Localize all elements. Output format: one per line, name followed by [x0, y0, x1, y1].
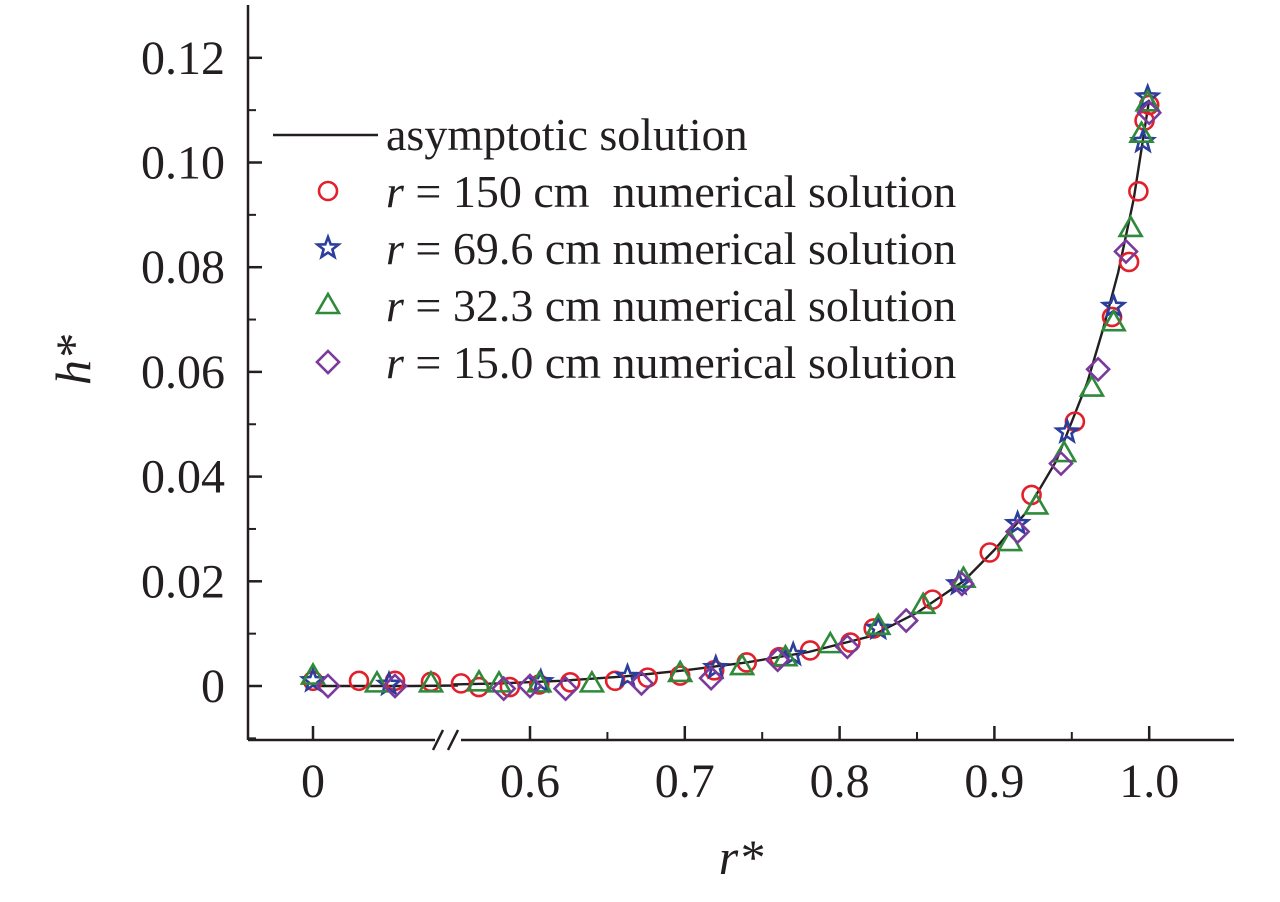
legend-entry: r = 69.6 cm numerical solution [313, 223, 956, 274]
diamond-point [764, 646, 791, 673]
legend-label: r = 69.6 cm numerical solution [386, 223, 956, 274]
triangle-point [578, 669, 606, 693]
y-tick-label: 0.06 [141, 346, 225, 399]
diamond-point [382, 673, 408, 699]
x-tick-label: 0 [301, 755, 325, 808]
diamond-point [490, 675, 517, 702]
y-tick-label: 0.10 [141, 137, 225, 190]
diamond-point [1048, 450, 1074, 477]
diamond-point [893, 607, 920, 634]
diamond-point [949, 571, 975, 597]
axes [246, 5, 1234, 751]
triangle-point [465, 668, 493, 692]
x-axis-title: r* [719, 829, 763, 885]
legend-entry: r = 32.3 cm numerical solution [314, 280, 956, 331]
series-4 [315, 99, 1163, 702]
star-point [944, 569, 973, 596]
diamond-point [1085, 356, 1111, 383]
diamond-point [1113, 238, 1139, 265]
triangle-point [1100, 308, 1127, 332]
legend-entry: r = 15.0 cm numerical solution [315, 337, 956, 388]
legend-label-variable: r [386, 337, 405, 388]
circle-point [1128, 180, 1149, 202]
triangle-point [1078, 374, 1106, 397]
circle-point [604, 670, 626, 692]
x-tick-label: 0.6 [500, 755, 560, 808]
triangle-point [1117, 214, 1144, 238]
y-tick-label: 0.02 [141, 555, 225, 608]
legend-label-text: asymptotic solution [386, 109, 748, 160]
star-point [1053, 417, 1082, 445]
legend-label-variable: r [386, 280, 405, 331]
diamond-point [552, 675, 579, 702]
triangle-point [666, 659, 694, 683]
legend-label-text: = 32.3 cm numerical solution [404, 280, 956, 331]
legend-label-variable: r [386, 166, 405, 217]
circle-point [979, 542, 1001, 563]
triangle-point [1134, 88, 1161, 112]
diamond-point [315, 673, 341, 699]
legend-entry: asymptotic solution [273, 109, 748, 160]
legend-triangle-swatch [314, 291, 342, 315]
diamond-point [834, 633, 861, 660]
legend-label-text: = 15.0 cm numerical solution [404, 337, 956, 388]
legend-label-variable: r [386, 223, 405, 274]
diamond-point [628, 670, 655, 697]
x-tick-label: 1.0 [1119, 755, 1179, 808]
triangle-point [485, 669, 513, 693]
legend-label: r = 150 cm numerical solution [386, 166, 956, 217]
diamond-point [698, 665, 724, 691]
y-tick-label: 0.08 [141, 241, 225, 294]
triangle-point [817, 630, 844, 654]
diamond-point [1004, 518, 1031, 545]
legend-label: r = 32.3 cm numerical solution [386, 280, 956, 331]
x-tick-label: 0.8 [810, 755, 870, 808]
y-tick-label: 0 [201, 660, 225, 713]
legend-star-swatch [313, 233, 343, 260]
circle-point [1118, 251, 1140, 273]
diamond-point [517, 673, 543, 699]
triangle-point [1128, 120, 1155, 144]
legend-label-text: = 69.6 cm numerical solution [404, 223, 956, 274]
triangle-point [865, 612, 892, 636]
legend-label: r = 15.0 cm numerical solution [386, 337, 956, 388]
star-point [1003, 508, 1032, 536]
triangle-point [1022, 491, 1050, 515]
tick-labels: 0 0.02 0.04 0.06 0.08 0.10 0.12 0 0.6 0.7 0.8 0.9 1.… [141, 32, 1179, 808]
triangle-point [909, 591, 937, 615]
triangle-point [363, 669, 391, 693]
triangle-point [417, 669, 445, 693]
y-axis-title: h* [45, 335, 101, 385]
star-point [613, 661, 642, 689]
legend-entry: r = 150 cm numerical solution [317, 166, 956, 217]
triangle-point [299, 661, 327, 685]
y-tick-label: 0.12 [141, 32, 225, 85]
x-tick-label: 0.9 [964, 755, 1024, 808]
plot-area [298, 82, 1163, 702]
legend-label: asymptotic solution [386, 109, 748, 160]
legend-diamond-swatch [315, 349, 341, 375]
series-3 [299, 88, 1161, 693]
legend-circle-swatch [317, 180, 339, 202]
triangle-point [728, 652, 756, 676]
legend-label-text: = 150 cm numerical solution [404, 166, 956, 217]
diamond-point [1136, 99, 1163, 126]
legend: asymptotic solution r = 150 cm numerical … [273, 109, 956, 388]
circle-point [348, 670, 370, 692]
y-tick-label: 0.04 [141, 451, 225, 504]
x-tick-label: 0.7 [655, 755, 715, 808]
triangle-point [1050, 439, 1078, 463]
triangle-point [526, 669, 553, 693]
triangle-point [772, 643, 799, 667]
x-axis-break [431, 729, 460, 751]
